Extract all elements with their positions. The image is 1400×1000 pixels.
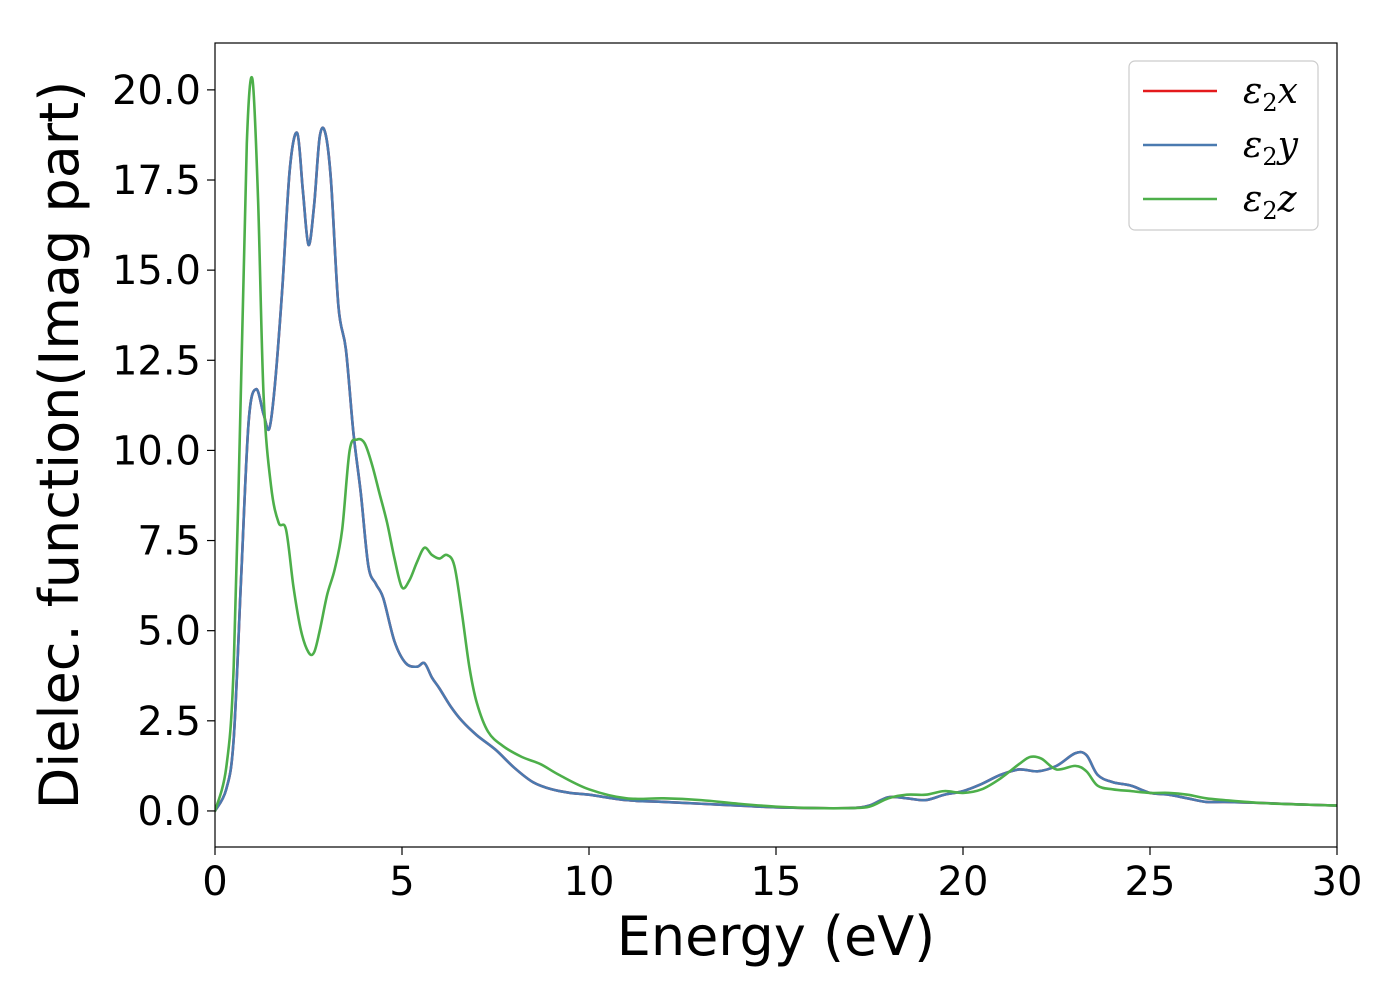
- series-layer: [215, 76, 1337, 813]
- x-tick-label: 5: [389, 859, 414, 905]
- y-tick-label: 20.0: [112, 68, 201, 114]
- legend-label: ε2x: [1243, 71, 1298, 117]
- y-axis: 0.0 2.5 5.0 7.5 10.0 12.5 15.0 17.5 20.0: [112, 68, 215, 835]
- y-tick-label: 5.0: [137, 609, 201, 655]
- x-axis-label: Energy (eV): [617, 905, 936, 968]
- y-axis-label: Dielec. function(Imag part): [28, 81, 91, 810]
- x-tick-label: 10: [564, 859, 615, 905]
- series-line-2: [215, 126, 1337, 813]
- x-tick-label: 25: [1125, 859, 1176, 905]
- y-tick-label: 2.5: [137, 699, 201, 745]
- legend: ε2x ε2y ε2z: [1128, 60, 1319, 231]
- y-tick-label: 17.5: [112, 158, 201, 204]
- legend-label: ε2z: [1243, 179, 1298, 225]
- y-tick-label: 12.5: [112, 338, 201, 384]
- x-tick-label: 30: [1312, 859, 1363, 905]
- x-tick-label: 0: [202, 859, 227, 905]
- y-tick-label: 7.5: [137, 519, 201, 565]
- y-tick-label: 0.0: [137, 789, 201, 835]
- legend-box: [1128, 60, 1319, 231]
- legend-label: ε2y: [1243, 125, 1299, 171]
- x-tick-label: 20: [938, 859, 989, 905]
- series-line-3: [215, 76, 1337, 813]
- x-axis: 0 5 10 15 20 25 30: [202, 847, 1362, 905]
- x-tick-label: 15: [751, 859, 802, 905]
- y-tick-label: 10.0: [112, 428, 201, 474]
- y-tick-label: 15.0: [112, 248, 201, 294]
